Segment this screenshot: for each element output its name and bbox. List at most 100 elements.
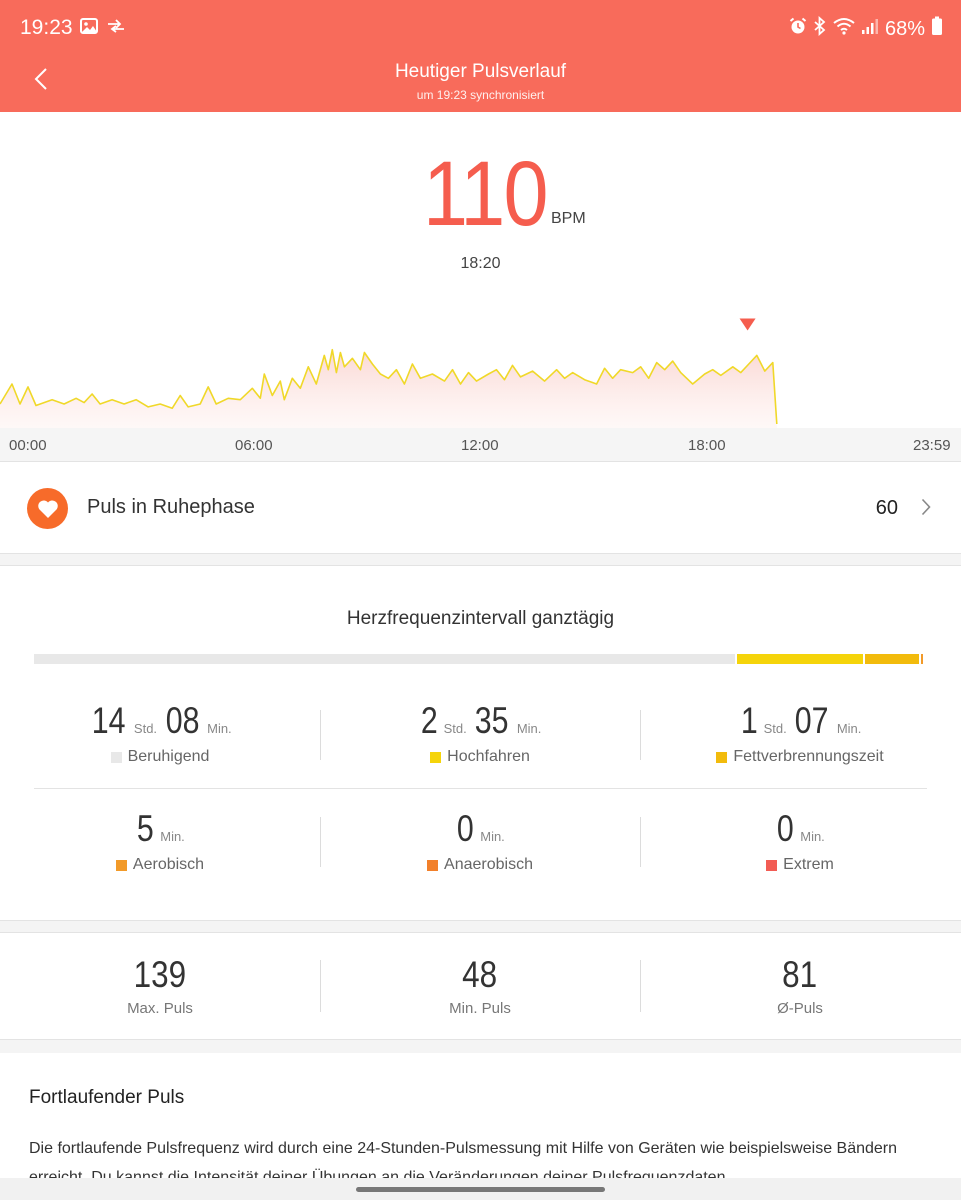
zone-segment: [865, 654, 919, 664]
stat-label: Min. Puls: [449, 1000, 511, 1017]
x-tick-label: 12:00: [461, 437, 499, 454]
heart-icon: [27, 488, 68, 529]
section-gap: [0, 554, 961, 565]
bpm-unit: BPM: [551, 210, 586, 227]
home-gesture-handle[interactable]: [356, 1187, 605, 1192]
battery-icon: [931, 16, 943, 42]
zone-color-swatch: [430, 751, 442, 763]
zone-hours-unit: Std.: [763, 721, 787, 736]
divider: [34, 788, 927, 789]
stat-value: 81: [782, 954, 818, 995]
wifi-icon: [833, 17, 855, 41]
zone-minutes-unit: Min.: [800, 829, 825, 844]
zone-minutes: 08: [165, 700, 199, 741]
column-divider: [640, 817, 641, 867]
zone-segment: [34, 654, 735, 664]
zone-label: Fettverbrennungszeit: [733, 748, 884, 765]
current-bpm-block: 110 BPM: [0, 148, 961, 244]
info-title: Fortlaufender Puls: [29, 1087, 185, 1108]
zone-color-swatch: [766, 859, 778, 871]
x-tick-label: 23:59: [913, 437, 951, 454]
zone-cell-fettverbrennung: 1 Std. 07 Min. Fettverbrennungszeit: [640, 700, 960, 766]
app-header: 19:23 68%: [0, 0, 961, 112]
stat-avg-pulse: 81 Ø-Puls: [640, 954, 960, 1017]
divider: [0, 932, 961, 933]
zone-segment: [736, 654, 864, 664]
zone-minutes: 0: [457, 808, 474, 849]
chevron-left-icon: [34, 67, 48, 96]
zone-label: Hochfahren: [447, 748, 530, 765]
signal-icon: [861, 17, 879, 41]
zone-color-swatch: [427, 859, 439, 871]
zone-minutes-unit: Min.: [160, 829, 185, 844]
alarm-icon: [789, 17, 807, 41]
stat-label: Ø-Puls: [777, 1000, 823, 1017]
divider: [0, 920, 961, 921]
chart-x-axis: [0, 428, 961, 461]
column-divider: [640, 960, 641, 1012]
selected-time-marker[interactable]: [739, 318, 756, 331]
current-bpm-time: 18:20: [460, 255, 501, 272]
zone-cell-extrem: 0 Min. Extrem: [640, 808, 960, 874]
zone-minutes: 0: [777, 808, 794, 849]
zone-label: Anaerobisch: [444, 856, 533, 873]
zones-title: Herzfrequenzintervall ganztägig: [346, 608, 615, 629]
zone-label: Beruhigend: [127, 748, 210, 765]
system-nav-bar: [0, 1178, 961, 1200]
zone-hours: 1: [740, 700, 758, 741]
zone-color-swatch: [115, 859, 127, 871]
column-divider: [320, 817, 321, 867]
x-tick-label: 18:00: [688, 437, 726, 454]
zone-cell-hochfahren: 2 Std. 35 Min. Hochfahren: [320, 700, 640, 766]
section-gap: [0, 1040, 961, 1053]
divider: [0, 1039, 961, 1040]
bluetooth-icon: [813, 15, 827, 42]
sync-subtitle: um 19:23 synchronisiert: [416, 88, 545, 102]
back-button[interactable]: [26, 64, 56, 98]
divider: [0, 565, 961, 566]
stat-max-pulse: 139 Max. Puls: [0, 954, 320, 1017]
divider: [0, 461, 961, 462]
zone-color-swatch: [110, 751, 122, 763]
zone-minutes-unit: Min.: [207, 721, 232, 736]
zone-hours: 2: [420, 700, 438, 741]
battery-level: 68%: [884, 17, 925, 40]
divider: [0, 553, 961, 554]
column-divider: [320, 710, 321, 760]
heart-rate-chart[interactable]: [0, 285, 961, 463]
data-transfer-icon: [106, 19, 126, 38]
x-tick-label: 06:00: [235, 437, 273, 454]
zone-label: Extrem: [783, 856, 834, 873]
chart-area-fill: [0, 349, 777, 446]
stat-value: 48: [462, 954, 498, 995]
x-tick-label: 00:00: [9, 437, 47, 454]
stat-label: Max. Puls: [127, 1000, 193, 1017]
zone-minutes: 5: [137, 808, 154, 849]
status-time: 19:23: [20, 16, 73, 39]
chevron-right-icon: [921, 498, 931, 521]
zone-cell-beruhigend: 14 Std. 08 Min. Beruhigend: [0, 700, 320, 766]
stat-min-pulse: 48 Min. Puls: [320, 954, 640, 1017]
column-divider: [320, 960, 321, 1012]
heart-rate-line: [0, 348, 778, 425]
column-divider: [640, 710, 641, 760]
resting-heart-rate-row[interactable]: Puls in Ruhephase 60: [0, 462, 961, 553]
zone-hours: 14: [92, 700, 126, 741]
current-bpm-value: 110: [423, 143, 549, 245]
status-bar: 19:23 68%: [0, 0, 961, 56]
zone-minutes-unit: Min.: [836, 721, 862, 736]
zone-color-swatch: [716, 751, 728, 763]
image-icon: [80, 18, 98, 39]
zone-hours-unit: Std.: [133, 721, 158, 736]
zone-minutes: 35: [474, 700, 509, 741]
zone-cell-aerobisch: 5 Min. Aerobisch: [0, 808, 320, 874]
resting-heart-rate-label: Puls in Ruhephase: [87, 496, 255, 518]
zone-hours-unit: Std.: [443, 721, 467, 736]
stat-value: 139: [133, 954, 187, 995]
zone-minutes: 07: [794, 700, 829, 741]
zone-distribution-bar: [34, 654, 925, 664]
zone-minutes-unit: Min.: [516, 721, 542, 736]
zone-segment: [920, 654, 923, 664]
zone-label: Aerobisch: [132, 856, 205, 873]
zone-cell-anaerobisch: 0 Min. Anaerobisch: [320, 808, 640, 874]
